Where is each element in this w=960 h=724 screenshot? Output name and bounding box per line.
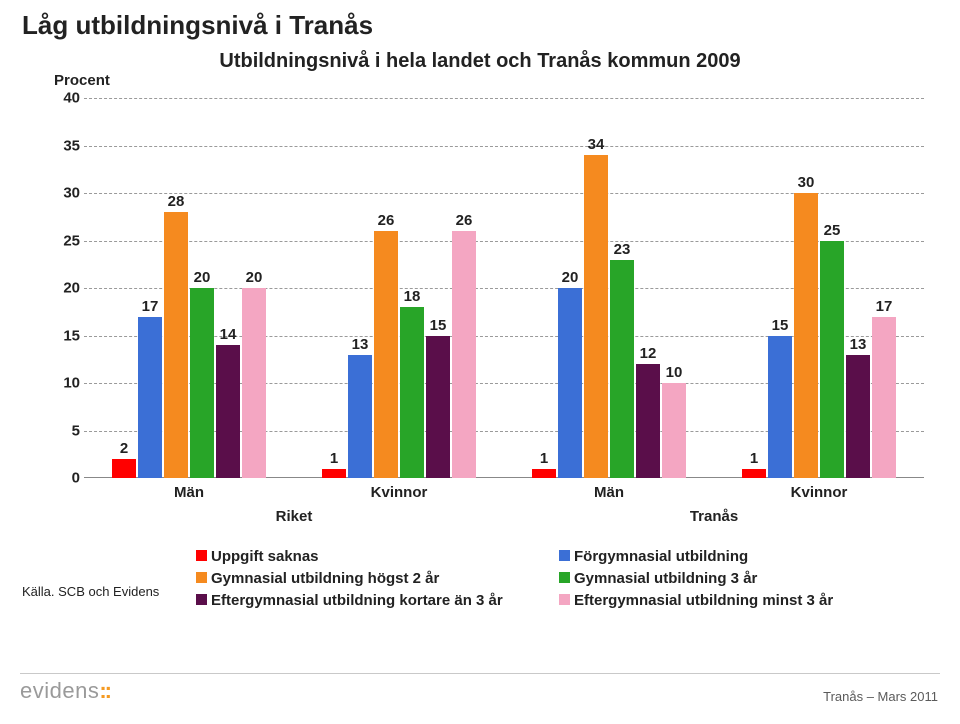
legend: Uppgift saknas Förgymnasial utbildning Gym… — [196, 548, 922, 614]
legend-item: Förgymnasial utbildning — [559, 548, 922, 565]
bar — [216, 345, 240, 478]
bar-value-label: 20 — [234, 269, 274, 286]
bar-value-label: 34 — [576, 136, 616, 153]
footer-logo-text: evidens — [20, 678, 99, 703]
y-tick-label: 20 — [54, 280, 80, 297]
legend-swatch — [559, 572, 570, 583]
bar-value-label: 10 — [654, 364, 694, 381]
y-tick-label: 5 — [54, 422, 80, 439]
bar — [190, 288, 214, 478]
legend-label: Gymnasial utbildning 3 år — [574, 570, 757, 587]
y-tick-label: 10 — [54, 375, 80, 392]
bar-value-label: 30 — [786, 174, 826, 191]
gridline — [84, 98, 924, 99]
bar — [846, 355, 870, 479]
bar-value-label: 23 — [602, 241, 642, 258]
legend-swatch — [559, 550, 570, 561]
gridline — [84, 146, 924, 147]
bar-value-label: 26 — [444, 212, 484, 229]
bar — [164, 212, 188, 478]
bar — [820, 241, 844, 479]
slide-title: Låg utbildningsnivå i Tranås — [22, 10, 373, 41]
legend-item: Eftergymnasial utbildning minst 3 år — [559, 592, 922, 609]
bar — [872, 317, 896, 479]
legend-swatch — [559, 594, 570, 605]
bar — [532, 469, 556, 479]
footer-logo: evidens:: — [20, 678, 110, 704]
bar — [742, 469, 766, 479]
bar — [768, 336, 792, 479]
bar-value-label: 26 — [366, 212, 406, 229]
y-tick-label: 15 — [54, 327, 80, 344]
legend-item: Gymnasial utbildning 3 år — [559, 570, 922, 587]
legend-label: Eftergymnasial utbildning minst 3 år — [574, 592, 833, 609]
legend-item: Gymnasial utbildning högst 2 år — [196, 570, 559, 587]
bar — [348, 355, 372, 479]
chart-caption: Utbildningsnivå i hela landet och Tranås… — [0, 50, 960, 73]
bar — [610, 260, 634, 479]
y-axis-label: Procent — [54, 72, 110, 89]
legend-label: Förgymnasial utbildning — [574, 548, 748, 565]
legend-item: Eftergymnasial utbildning kortare än 3 å… — [196, 592, 559, 609]
bar — [374, 231, 398, 478]
legend-swatch — [196, 594, 207, 605]
legend-label: Uppgift saknas — [211, 548, 319, 565]
bar — [242, 288, 266, 478]
legend-label: Gymnasial utbildning högst 2 år — [211, 570, 439, 587]
bar-value-label: 20 — [182, 269, 222, 286]
legend-item: Uppgift saknas — [196, 548, 559, 565]
bar — [112, 459, 136, 478]
footer-rule — [20, 673, 940, 674]
bar-value-label: 28 — [156, 193, 196, 210]
source-label: Källa. SCB och Evidens — [22, 584, 159, 599]
y-tick-label: 0 — [54, 470, 80, 487]
footer-logo-dots: :: — [99, 678, 110, 703]
bar-value-label: 18 — [392, 288, 432, 305]
bar — [662, 383, 686, 478]
legend-swatch — [196, 572, 207, 583]
x-group-label: Män — [594, 484, 624, 501]
bar — [426, 336, 450, 479]
y-tick-label: 25 — [54, 232, 80, 249]
x-group-label: Kvinnor — [791, 484, 848, 501]
plot-area: 21728201420Män11326181526Kvinnor12034231… — [84, 98, 924, 478]
bar — [636, 364, 660, 478]
x-group-label: Män — [174, 484, 204, 501]
y-tick-label: 40 — [54, 90, 80, 107]
bar — [452, 231, 476, 478]
bar — [138, 317, 162, 479]
bar-value-label: 17 — [864, 298, 904, 315]
bar — [558, 288, 582, 478]
y-tick-label: 30 — [54, 185, 80, 202]
bar-value-label: 12 — [628, 345, 668, 362]
x-region-label: Riket — [276, 508, 313, 525]
x-group-label: Kvinnor — [371, 484, 428, 501]
y-tick-label: 35 — [54, 137, 80, 154]
x-region-label: Tranås — [690, 508, 738, 525]
legend-label: Eftergymnasial utbildning kortare än 3 å… — [211, 592, 503, 609]
footer-caption: Tranås – Mars 2011 — [823, 689, 938, 704]
bar — [584, 155, 608, 478]
legend-swatch — [196, 550, 207, 561]
bar-chart: Procent 21728201420Män11326181526Kvinnor… — [28, 72, 932, 562]
bar-value-label: 25 — [812, 222, 852, 239]
bar — [322, 469, 346, 479]
